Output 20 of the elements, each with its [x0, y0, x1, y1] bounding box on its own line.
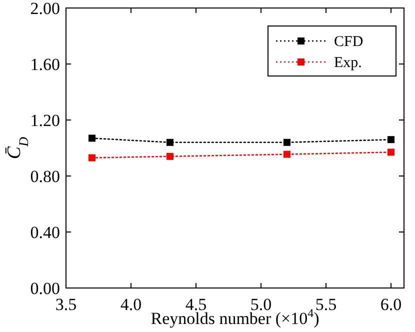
x-tick-label: 5.5 — [315, 295, 337, 314]
point — [388, 148, 394, 156]
point — [166, 152, 174, 160]
point — [284, 138, 290, 146]
y-tick-label: 1.60 — [30, 55, 60, 74]
y-tick-label: 0.80 — [30, 167, 60, 186]
y-tick-label: 0.00 — [30, 279, 60, 298]
x-tick-label: 4.0 — [120, 295, 142, 314]
point — [88, 134, 96, 142]
legend-label: CFD — [334, 34, 364, 50]
point — [284, 150, 290, 158]
point — [388, 136, 394, 144]
point — [88, 154, 96, 162]
y-tick-label: 2.00 — [30, 0, 60, 18]
point — [166, 138, 174, 146]
x-tick-label: 6.0 — [380, 295, 402, 314]
y-tick-label: 1.20 — [30, 111, 60, 130]
y-tick-label: 0.40 — [30, 223, 60, 242]
legend-label: Exp. — [334, 55, 362, 71]
x-tick-label: 3.5 — [55, 295, 77, 314]
